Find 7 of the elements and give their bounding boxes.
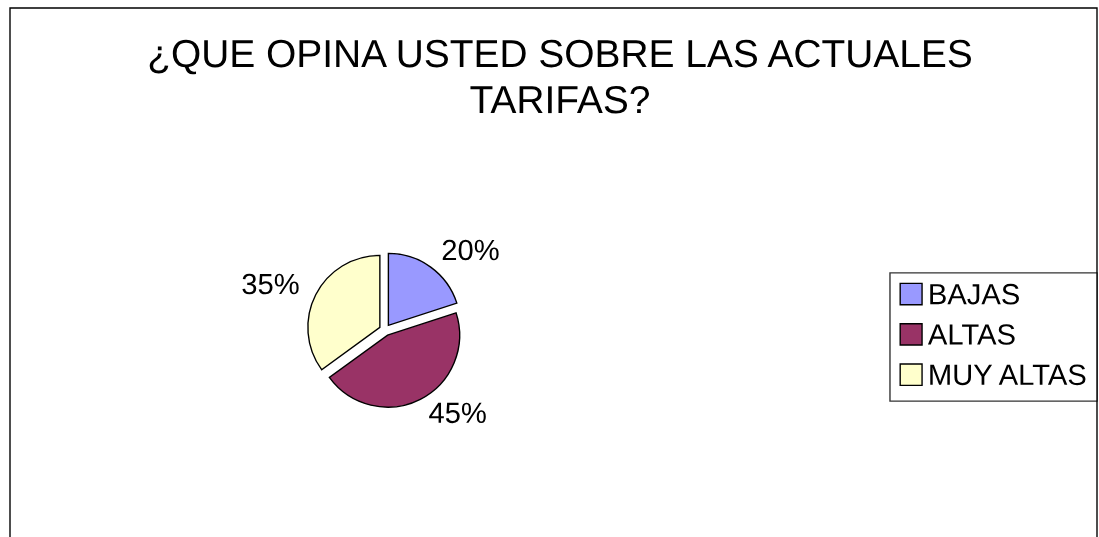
- chart-title: ¿QUE OPINA USTED SOBRE LAS ACTUALES TARIFAS?: [149, 39, 971, 114]
- legend-label: MUY ALTAS: [930, 364, 1086, 386]
- legend-label: ALTAS: [927, 324, 1015, 345]
- data-label: 20%: [442, 239, 499, 261]
- legend-label: BAJAS: [930, 283, 1019, 305]
- data-label: 45%: [429, 402, 486, 424]
- data-label: 35%: [242, 273, 299, 295]
